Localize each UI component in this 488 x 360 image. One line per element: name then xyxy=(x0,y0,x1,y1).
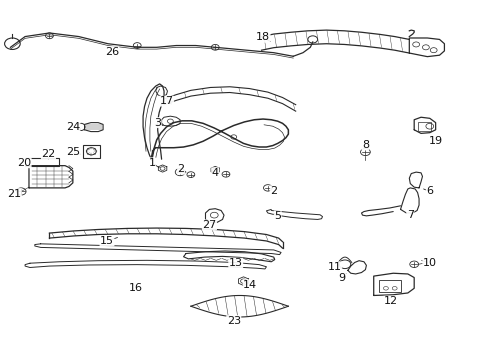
Text: 10: 10 xyxy=(422,258,436,268)
Text: 15: 15 xyxy=(100,236,114,246)
Polygon shape xyxy=(238,277,248,285)
Text: 14: 14 xyxy=(243,280,257,290)
Text: 8: 8 xyxy=(361,140,368,150)
Text: 12: 12 xyxy=(383,296,397,306)
Text: 26: 26 xyxy=(104,46,119,57)
Text: 24: 24 xyxy=(65,122,80,132)
Polygon shape xyxy=(158,165,166,172)
Text: 27: 27 xyxy=(202,220,216,230)
Text: 4: 4 xyxy=(211,168,218,178)
Text: 6: 6 xyxy=(426,186,432,197)
Text: 18: 18 xyxy=(255,32,269,42)
Polygon shape xyxy=(211,166,219,174)
Text: 19: 19 xyxy=(427,136,442,146)
Text: 22: 22 xyxy=(41,149,56,159)
Text: 25: 25 xyxy=(66,147,80,157)
Text: 16: 16 xyxy=(129,283,143,293)
Text: 21: 21 xyxy=(7,189,21,199)
Bar xyxy=(417,122,430,131)
Text: 3: 3 xyxy=(154,118,161,128)
Text: 7: 7 xyxy=(406,210,413,220)
Bar xyxy=(378,280,400,292)
Text: 13: 13 xyxy=(228,258,242,268)
Bar xyxy=(25,158,59,166)
Text: 11: 11 xyxy=(327,262,341,272)
Text: 2: 2 xyxy=(177,164,184,174)
Text: 23: 23 xyxy=(226,316,241,325)
Bar xyxy=(82,145,100,158)
Text: 5: 5 xyxy=(274,211,281,221)
Text: 17: 17 xyxy=(159,96,173,106)
Text: 2: 2 xyxy=(270,186,277,196)
Text: 20: 20 xyxy=(17,158,31,168)
Text: 1: 1 xyxy=(148,158,155,168)
Text: 9: 9 xyxy=(338,273,345,283)
